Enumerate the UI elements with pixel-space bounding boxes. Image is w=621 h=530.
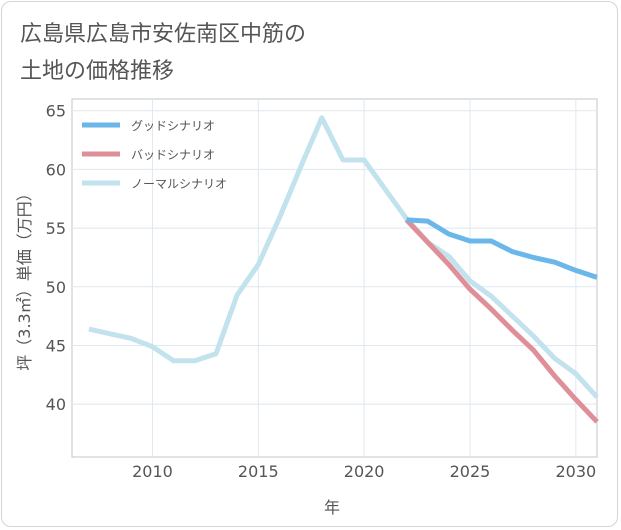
x-tick-label: 2025 xyxy=(450,462,491,481)
tick-labels: 2010 2015 2020 2025 2030 40 45 50 55 60 65 xyxy=(46,102,597,481)
y-tick-label: 40 xyxy=(46,395,66,414)
series-line-2 xyxy=(404,218,599,424)
y-tick-label: 45 xyxy=(46,336,66,355)
legend-label: ノーマルシナリオ xyxy=(131,177,227,191)
y-axis-label: 坪（3.3㎡）単価（万円） xyxy=(15,185,34,370)
x-tick-label: 2010 xyxy=(132,462,173,481)
legend-label: グッドシナリオ xyxy=(131,119,215,133)
x-axis-label: 年 xyxy=(324,498,340,517)
y-tick-label: 55 xyxy=(46,219,66,238)
y-tick-label: 60 xyxy=(46,160,66,179)
x-tick-label: 2015 xyxy=(238,462,279,481)
chart-title: 広島県広島市安佐南区中筋の 土地の価格推移 xyxy=(20,22,307,84)
series-line-3 xyxy=(88,115,599,399)
series-line-1 xyxy=(406,217,598,280)
plot-area xyxy=(71,98,598,458)
x-tick-label: 2020 xyxy=(344,462,385,481)
series-lines xyxy=(88,115,599,424)
legend-label: バッドシナリオ xyxy=(131,148,215,162)
x-tick-label: 2030 xyxy=(555,462,596,481)
y-tick-label: 50 xyxy=(46,278,66,297)
y-tick-label: 65 xyxy=(46,102,66,121)
